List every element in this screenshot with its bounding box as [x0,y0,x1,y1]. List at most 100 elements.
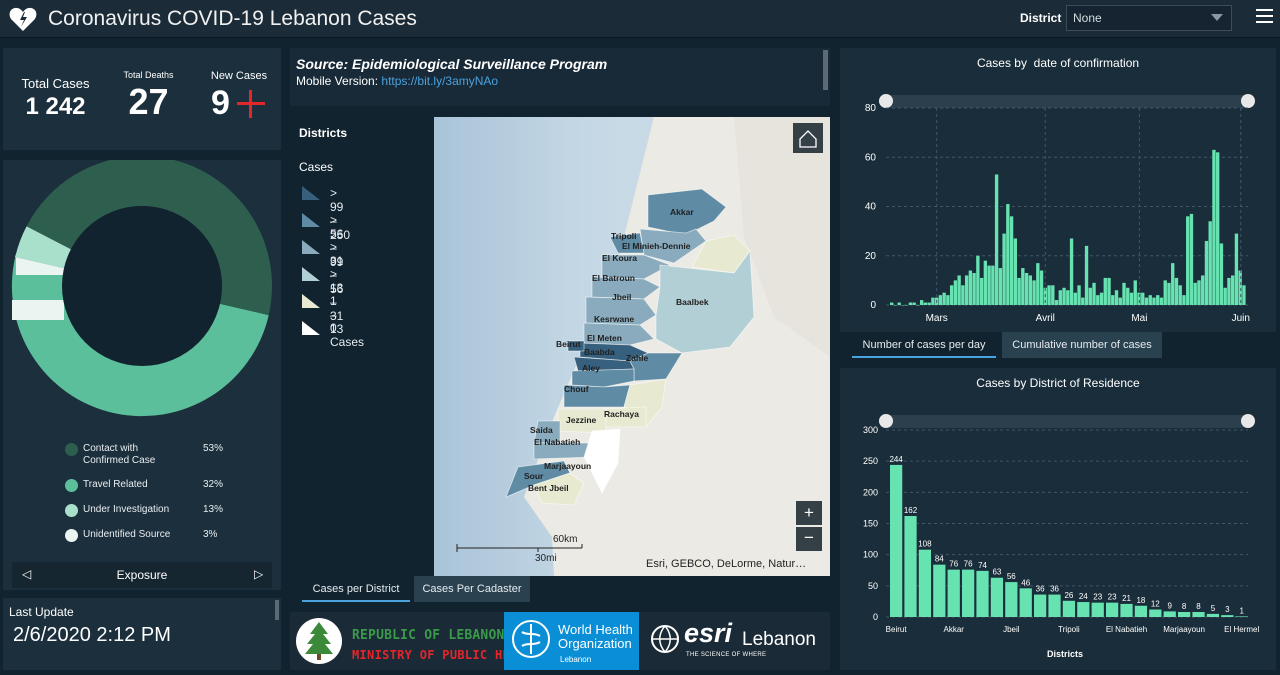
district-marjaayoun[interactable] [583,428,621,494]
zoom-out-button[interactable] [796,527,822,551]
daily-bar [946,295,950,305]
daily-bar [1152,297,1156,305]
range-slider-handle[interactable] [1241,414,1255,428]
zoom-in-button[interactable] [796,501,822,525]
range-slider-track [886,95,1248,108]
district-bar [1134,605,1148,617]
daily-bar [1242,285,1246,305]
chevron-right-icon[interactable]: ▷ [254,567,264,581]
map-labels: Akkar Tripoli El Minieh-Dennie El Koura … [524,207,709,493]
new-cases-value: 9 [211,84,230,122]
district-bar [1062,600,1076,617]
district-baalbek[interactable] [655,249,755,354]
cedar-logo [296,618,342,664]
range-slider-handle[interactable] [879,94,893,108]
daily-bar [1137,292,1141,305]
range-slider-handle[interactable] [879,414,893,428]
daily-bar [987,265,991,305]
bar-data-label: 36 [1036,585,1045,594]
x-tick-label: El Hermel [1224,625,1259,634]
legend-dot [65,479,78,492]
daily-bar [953,280,958,305]
district-jbeil[interactable] [585,296,657,326]
bar-data-label: 23 [1093,593,1102,602]
district-kesrwane[interactable] [583,322,655,346]
daily-bar [1189,213,1194,305]
daily-bar [1047,285,1051,305]
bar-data-label: 26 [1064,591,1073,600]
district-select[interactable]: None [1066,5,1232,31]
svg-text:El Koura: El Koura [602,253,637,263]
bar-data-label: 21 [1122,594,1131,603]
tab-cases-per-day[interactable]: Number of cases per day [852,332,996,358]
who-line2: Organization [558,636,632,651]
daily-bar [1231,275,1235,305]
district-aley[interactable] [571,368,635,388]
y-tick-label: 0 [873,612,878,622]
district-bentjbeil[interactable] [533,472,585,506]
district-tripoli[interactable] [609,232,645,254]
bar-data-label: 76 [964,560,973,569]
zoom-out-label[interactable]: − [804,528,814,547]
range-slider-handle[interactable] [1241,94,1255,108]
total-cases-label: Total Cases [21,76,90,91]
legend-dot [65,443,78,456]
svg-text:Sour: Sour [524,471,544,481]
donut-slice-unidentified-light[interactable] [15,254,65,275]
bar-data-label: 46 [1021,578,1030,587]
lebanon-map[interactable]: Akkar Tripoli El Minieh-Dennie El Koura … [434,117,830,576]
daily-bar [964,275,969,305]
tab-cases-per-district[interactable]: Cases per District [302,576,410,602]
district-bar [890,464,903,617]
district-batroun[interactable] [591,276,661,300]
daily-bar [961,285,965,305]
menu-icon[interactable] [1256,9,1273,27]
donut-slice-unidentified[interactable] [26,160,142,250]
daily-bar [1092,282,1096,305]
bar-data-label: 1 [1239,606,1244,615]
daily-bar [912,302,916,305]
district-bar [1221,615,1234,617]
y-tick-label: 50 [868,581,878,591]
daily-bar [1084,245,1089,305]
daily-bar [998,268,1003,305]
chevron-left-icon[interactable]: ◁ [22,567,32,581]
svg-text:Akkar: Akkar [670,207,694,217]
donut-slice-investigation[interactable] [15,226,71,269]
daily-bar [1051,285,1055,305]
home-button[interactable] [793,123,823,153]
donut-slice-travel[interactable] [11,257,269,417]
district-koura[interactable] [601,254,671,280]
district-bar [1048,594,1061,617]
tab-cumulative-cases[interactable]: Cumulative number of cases [1002,332,1162,358]
who-emblem-icon [512,620,550,658]
mobile-version-link[interactable]: https://bit.ly/3amyNAo [381,74,499,88]
district-akkar[interactable] [647,188,727,236]
district-beirut[interactable] [567,340,585,352]
daily-bar [1178,285,1182,305]
daily-bar [1017,277,1021,305]
daily-bar [927,302,931,305]
total-deaths-label: Total Deaths [123,70,174,80]
daily-bar [1024,272,1029,305]
exposure-panel: Contact with Confirmed Case 53% Travel R… [3,160,281,590]
scrollbar[interactable] [275,600,279,620]
district-bar [947,569,960,617]
daily-bar [983,260,988,305]
globe-icon [651,625,679,654]
scrollbar[interactable] [823,50,828,90]
daily-bar [897,302,901,305]
daily-bar [1096,295,1100,305]
daily-bar [1054,300,1059,305]
daily-bar [1126,287,1130,305]
tab-cases-per-cadaster[interactable]: Cases Per Cadaster [414,576,530,602]
daily-bar [1118,297,1122,305]
daily-bar [938,295,943,305]
total-cases-stat: Total Cases 1 242 [13,76,98,121]
donut-slice-contact[interactable] [142,160,273,316]
daily-bar [901,305,905,306]
source-panel: Source: Epidemiological Surveillance Pro… [290,48,830,106]
zoom-in-label[interactable]: + [804,503,814,522]
district-bar [904,516,917,617]
daily-bar [949,285,954,305]
